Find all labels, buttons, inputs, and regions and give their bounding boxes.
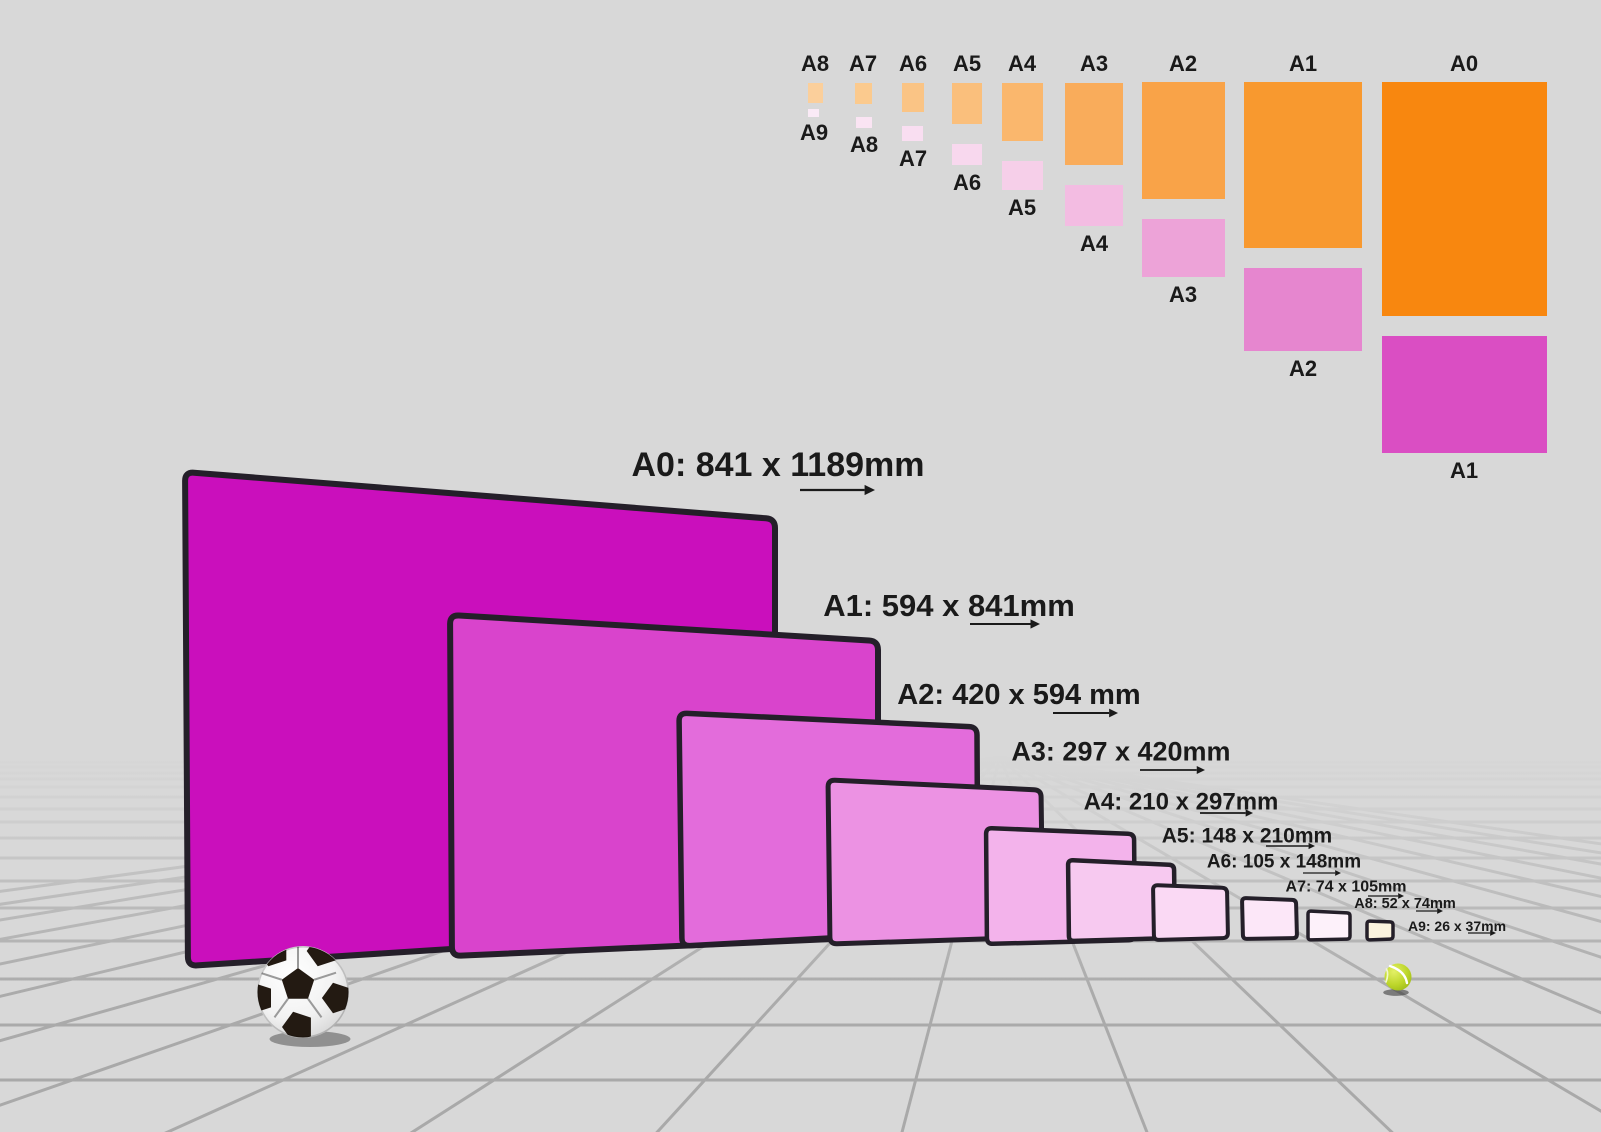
top-label-a2: A2 — [1169, 51, 1197, 76]
top-sheet-a4-portrait — [1002, 83, 1043, 141]
top-sheet-a9-landscape — [808, 109, 819, 117]
main-sheet-label-a2: A2: 420 x 594 mm — [897, 679, 1140, 711]
soccer-ball — [256, 945, 351, 1047]
main-sheet-label-a5: A5: 148 x 210mm — [1162, 824, 1332, 847]
top-sheet-a1-landscape — [1382, 336, 1547, 453]
main-sheet-label-a7: A7: 74 x 105mm — [1286, 879, 1407, 896]
top-label-a0: A0 — [1450, 51, 1478, 76]
top-sheet-a6-landscape — [952, 144, 982, 165]
top-sheet-a8-landscape — [856, 117, 872, 128]
top-sheet-a2-landscape — [1244, 268, 1362, 351]
top-sheet-a0-portrait — [1382, 82, 1547, 316]
dimension-arrow-head-a4 — [1245, 809, 1253, 817]
dimension-arrow-head-a1 — [1030, 619, 1040, 629]
dimension-arrow-head-a3 — [1196, 765, 1205, 775]
top-half-label-a2: A2 — [1289, 356, 1317, 381]
top-sheet-a5-landscape — [1002, 161, 1043, 190]
tennis-ball-seam — [1388, 964, 1409, 985]
top-sheet-a4-landscape — [1065, 185, 1123, 226]
main-sheet-a8 — [1306, 909, 1352, 942]
top-sheet-a7-landscape — [902, 126, 923, 141]
main-sheet-a6 — [1151, 883, 1230, 942]
top-half-label-a4: A4 — [1080, 231, 1109, 256]
top-sheet-a3-landscape — [1142, 219, 1225, 277]
tennis-ball — [1383, 963, 1412, 996]
top-half-label-a6: A6 — [953, 170, 981, 195]
top-sheet-a7-portrait — [855, 83, 872, 104]
top-label-a5: A5 — [953, 51, 981, 76]
main-sheet-label-a8: A8: 52 x 74mm — [1354, 896, 1456, 912]
top-half-label-a3: A3 — [1169, 282, 1197, 307]
main-sheet-label-a3: A3: 297 x 420mm — [1011, 736, 1230, 766]
top-scale-diagram: A8 A9 A7 A8 A6 A7 A5 A6 A4 A5 A3 A4 A2 A3 A1 A2 A0 A1 — [800, 51, 1547, 483]
top-label-a8: A8 — [801, 51, 829, 76]
dimension-arrow-head-a7 — [1398, 893, 1404, 899]
tennis-ball-shadow — [1383, 989, 1409, 996]
top-sheet-a5-portrait — [952, 83, 982, 124]
dimension-arrow-head-a5 — [1308, 842, 1315, 850]
main-sheet-label-a0: A0: 841 x 1189mm — [632, 446, 925, 484]
top-half-label-a9: A9 — [800, 120, 828, 145]
main-sheet-a7 — [1240, 896, 1299, 941]
tennis-ball-body — [1384, 963, 1412, 991]
main-sheet-label-a9: A9: 26 x 37mm — [1408, 918, 1506, 934]
sheet-labels: A0: 841 x 1189mm A1: 594 x 841mm A2: 420 x… — [632, 446, 1506, 936]
dimension-arrow-head-a0 — [864, 484, 875, 496]
dimension-arrow-head-a6 — [1335, 870, 1341, 876]
tennis-ball-seam-2 — [1385, 968, 1389, 983]
dimension-arrow-head-a2 — [1109, 708, 1118, 718]
top-label-a1: A1 — [1289, 51, 1317, 76]
top-half-label-a5: A5 — [1008, 195, 1036, 220]
main-sheets — [182, 469, 1395, 969]
top-half-label-a1: A1 — [1450, 458, 1478, 483]
top-sheet-a3-portrait — [1065, 83, 1123, 165]
top-label-a6: A6 — [899, 51, 927, 76]
dimension-arrow-head-a8 — [1437, 908, 1443, 914]
top-label-a7: A7 — [849, 51, 877, 76]
main-sheet-a9 — [1365, 919, 1395, 942]
main-sheet-label-a6: A6: 105 x 148mm — [1207, 852, 1361, 873]
top-sheet-a1-portrait — [1244, 82, 1362, 248]
top-sheet-a2-portrait — [1142, 82, 1225, 199]
top-sheet-a6-portrait — [902, 83, 924, 112]
top-label-a4: A4 — [1008, 51, 1037, 76]
main-sheet-label-a1: A1: 594 x 841mm — [823, 588, 1075, 623]
dimension-arrow-head-a9 — [1490, 930, 1496, 936]
top-half-label-a8: A8 — [850, 132, 878, 157]
top-half-label-a7: A7 — [899, 146, 927, 171]
top-sheet-a8-portrait — [808, 83, 823, 103]
top-label-a3: A3 — [1080, 51, 1108, 76]
